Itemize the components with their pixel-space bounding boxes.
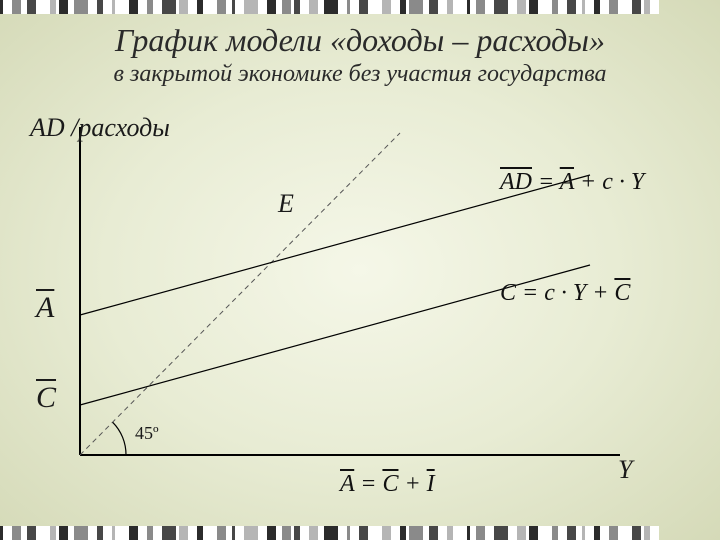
angle-45-arc bbox=[113, 422, 126, 455]
slide-root: График модели «доходы – расходы» в закры… bbox=[0, 0, 720, 540]
decorative-border-top bbox=[0, 0, 720, 14]
x-axis-label: Y bbox=[618, 455, 632, 485]
y-axis-label: AD /расходы bbox=[30, 113, 170, 143]
title-main: График модели «доходы – расходы» bbox=[0, 22, 720, 59]
identity-45-line bbox=[80, 133, 400, 455]
intercept-A: A bbox=[36, 291, 54, 325]
formula-C: C = c · Y + C bbox=[500, 280, 630, 307]
intercept-C: C bbox=[36, 381, 56, 415]
title-block: График модели «доходы – расходы» в закры… bbox=[0, 22, 720, 88]
formula-AD: AD = A + c · Y bbox=[500, 169, 644, 196]
formula-A-eq: A = C + I bbox=[340, 471, 435, 498]
decorative-border-bottom bbox=[0, 526, 720, 540]
chart-area: AD /расходы A C 45º E AD = A + c · Y C =… bbox=[30, 115, 690, 515]
angle-45-label: 45º bbox=[135, 423, 159, 444]
title-sub: в закрытой экономике без участия государ… bbox=[0, 61, 720, 88]
point-E-label: E bbox=[278, 189, 294, 219]
